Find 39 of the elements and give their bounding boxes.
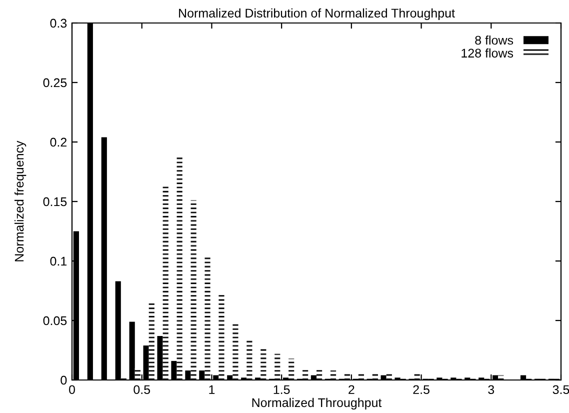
bar [246,340,252,380]
y-axis-title: Normalized frequency [14,140,26,262]
bar [498,375,504,380]
bar [190,200,196,380]
bar [386,374,392,380]
bar [176,156,182,380]
bar [414,374,420,380]
y-tick-label: 0.25 [43,78,67,88]
bar [302,368,308,380]
bar [232,324,238,380]
y-tick-label: 0.15 [43,197,67,206]
legend-label: 128 flows [462,48,514,58]
x-tick-label: 0 [69,385,75,394]
legend-label: 8 flows [475,36,514,45]
bar [288,358,294,380]
bar [148,301,154,380]
y-tick-label: 0.1 [50,256,67,266]
bar [358,374,364,380]
bar [330,370,336,380]
bar [162,186,168,380]
x-tick-label: 3.5 [552,385,569,394]
bar [204,257,210,380]
x-tick-label: 0.5 [134,385,150,394]
y-tick-label: 0.3 [50,18,67,28]
y-tick-label: 0.2 [50,138,67,147]
bar [274,354,280,380]
chart-title: Normalized Distribution of Normalized Throughput [179,8,455,20]
x-tick-label: 3 [488,385,494,394]
x-tick-label: 2.5 [413,385,430,394]
bar [316,368,322,380]
bar [218,294,224,380]
x-tick-label: 1 [209,385,215,394]
x-tick-label: 1.5 [274,385,290,394]
x-axis-title: Normalized Throughput [252,398,382,410]
y-tick-label: 0 [60,376,67,385]
bar [134,368,140,380]
x-tick-label: 2 [348,385,354,394]
bar [260,348,266,380]
y-tick-label: 0.05 [43,316,67,326]
